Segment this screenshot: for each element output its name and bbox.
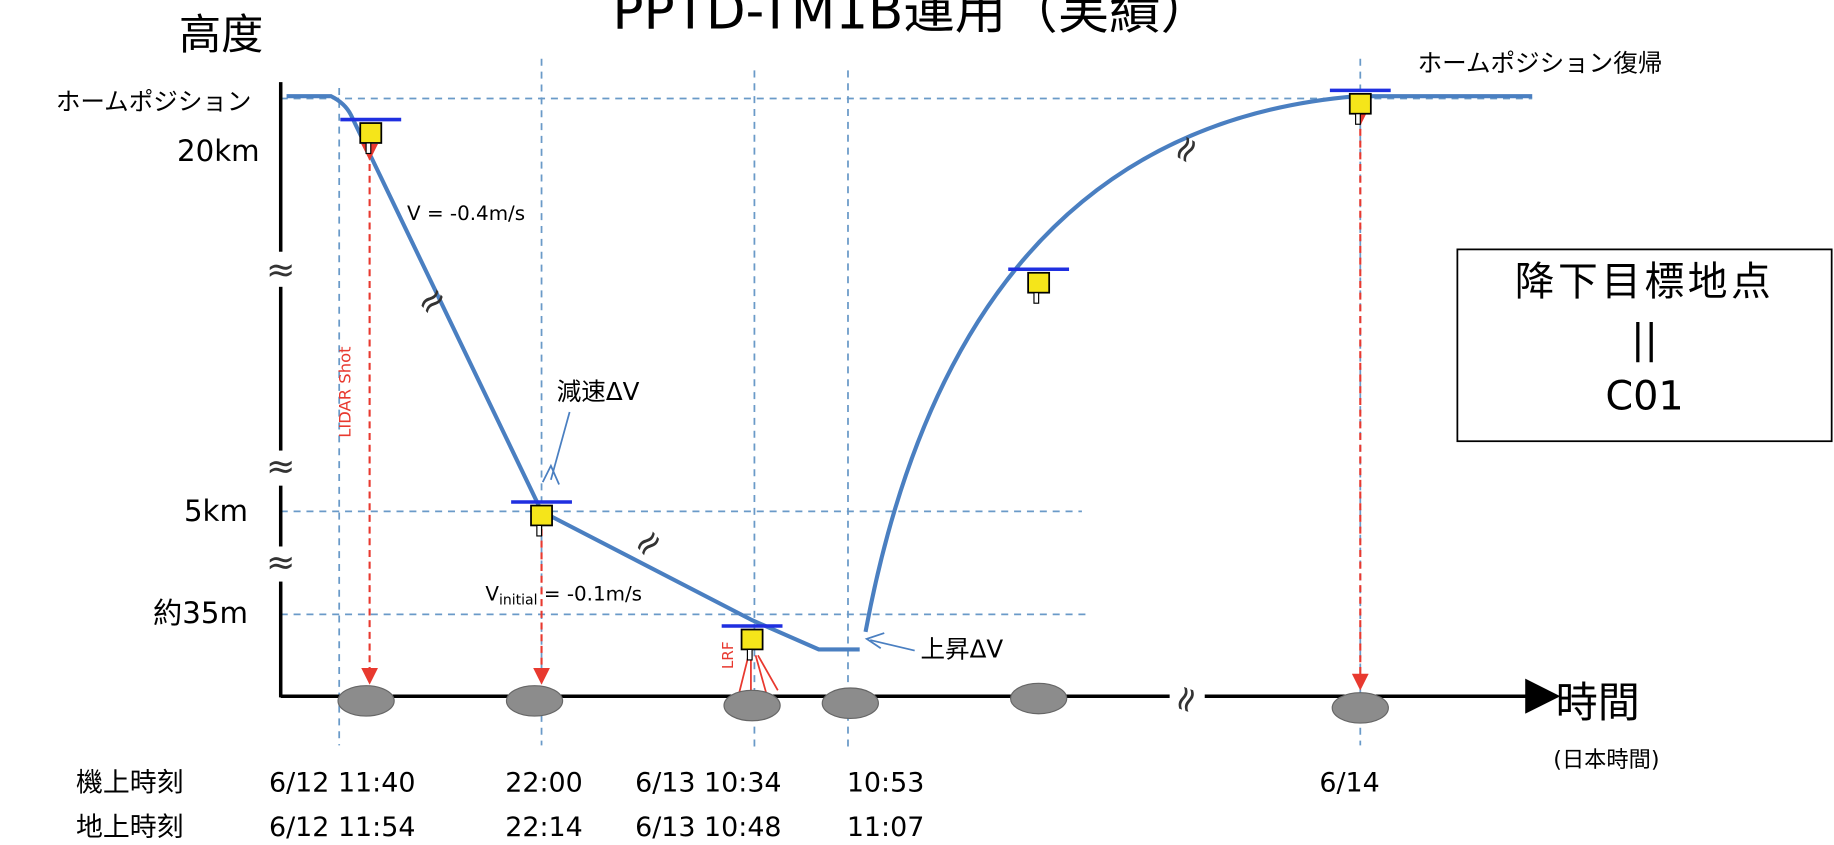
time-value: 6/12 11:40	[269, 767, 415, 798]
lidar-shots	[361, 108, 1369, 696]
time-value: 22:14	[505, 812, 583, 843]
box-line: 降下目標地点	[1515, 259, 1775, 305]
annotation: 減速ΔV	[557, 377, 640, 406]
time-value: 6/13 10:34	[635, 767, 781, 798]
svg-text:≈: ≈	[266, 250, 295, 291]
svg-text:≈: ≈	[266, 446, 295, 487]
annotation: 上昇ΔV	[921, 635, 1004, 664]
box-line: C01	[1605, 374, 1683, 420]
lrf-label: LRF	[719, 641, 737, 669]
annotation: Vinitial = -0.1m/s	[485, 582, 642, 608]
x-axis-note: (日本時間)	[1553, 747, 1659, 773]
annotation: ホームポジション復帰	[1418, 49, 1663, 78]
svg-text:≈: ≈	[1161, 126, 1211, 172]
time-value: 6/13 10:48	[635, 812, 781, 843]
altitude-label: ホームポジション	[56, 87, 252, 116]
x-axis-label: 時間	[1556, 678, 1640, 727]
annotation: V = -0.4m/s	[407, 202, 525, 225]
altitude-label: 5km	[184, 494, 248, 528]
target-box: 降下目標地点 || C01	[1456, 248, 1833, 443]
lidar-label: LIDAR Shot	[336, 346, 355, 438]
axes: ≈ ≈ ≈ ≈	[266, 82, 1561, 720]
time-value: 10:53	[847, 767, 925, 798]
annotation-part: = -0.1m/s	[538, 582, 642, 605]
altitude-label: 20km	[177, 134, 260, 168]
guides	[280, 58, 1533, 749]
time-value: 6/14	[1319, 767, 1379, 798]
time-value: 6/12 11:54	[269, 812, 415, 843]
asteroids	[337, 682, 1389, 724]
y-axis-label: 高度	[179, 10, 263, 59]
svg-text:≈: ≈	[266, 542, 295, 583]
time-value: 22:00	[505, 767, 583, 798]
annotation-part: V	[485, 582, 499, 605]
annotation-part: initial	[499, 592, 538, 608]
time-table: 機上時刻 地上時刻 6/12 11:40 22:00 6/13 10:34 10:53…	[76, 767, 1380, 842]
trajectory: ≈ ≈ ≈	[286, 94, 1533, 652]
box-line: ||	[1631, 316, 1658, 362]
callouts	[541, 411, 915, 652]
svg-text:≈: ≈	[624, 518, 673, 568]
title: PPTD-TM1B運用（実績）	[613, 0, 1213, 41]
time-value: 11:07	[847, 812, 925, 843]
row-label: 機上時刻	[76, 767, 184, 798]
altitude-label: 約35m	[153, 596, 248, 630]
row-label: 地上時刻	[76, 812, 184, 843]
spacecraft	[338, 88, 1393, 662]
